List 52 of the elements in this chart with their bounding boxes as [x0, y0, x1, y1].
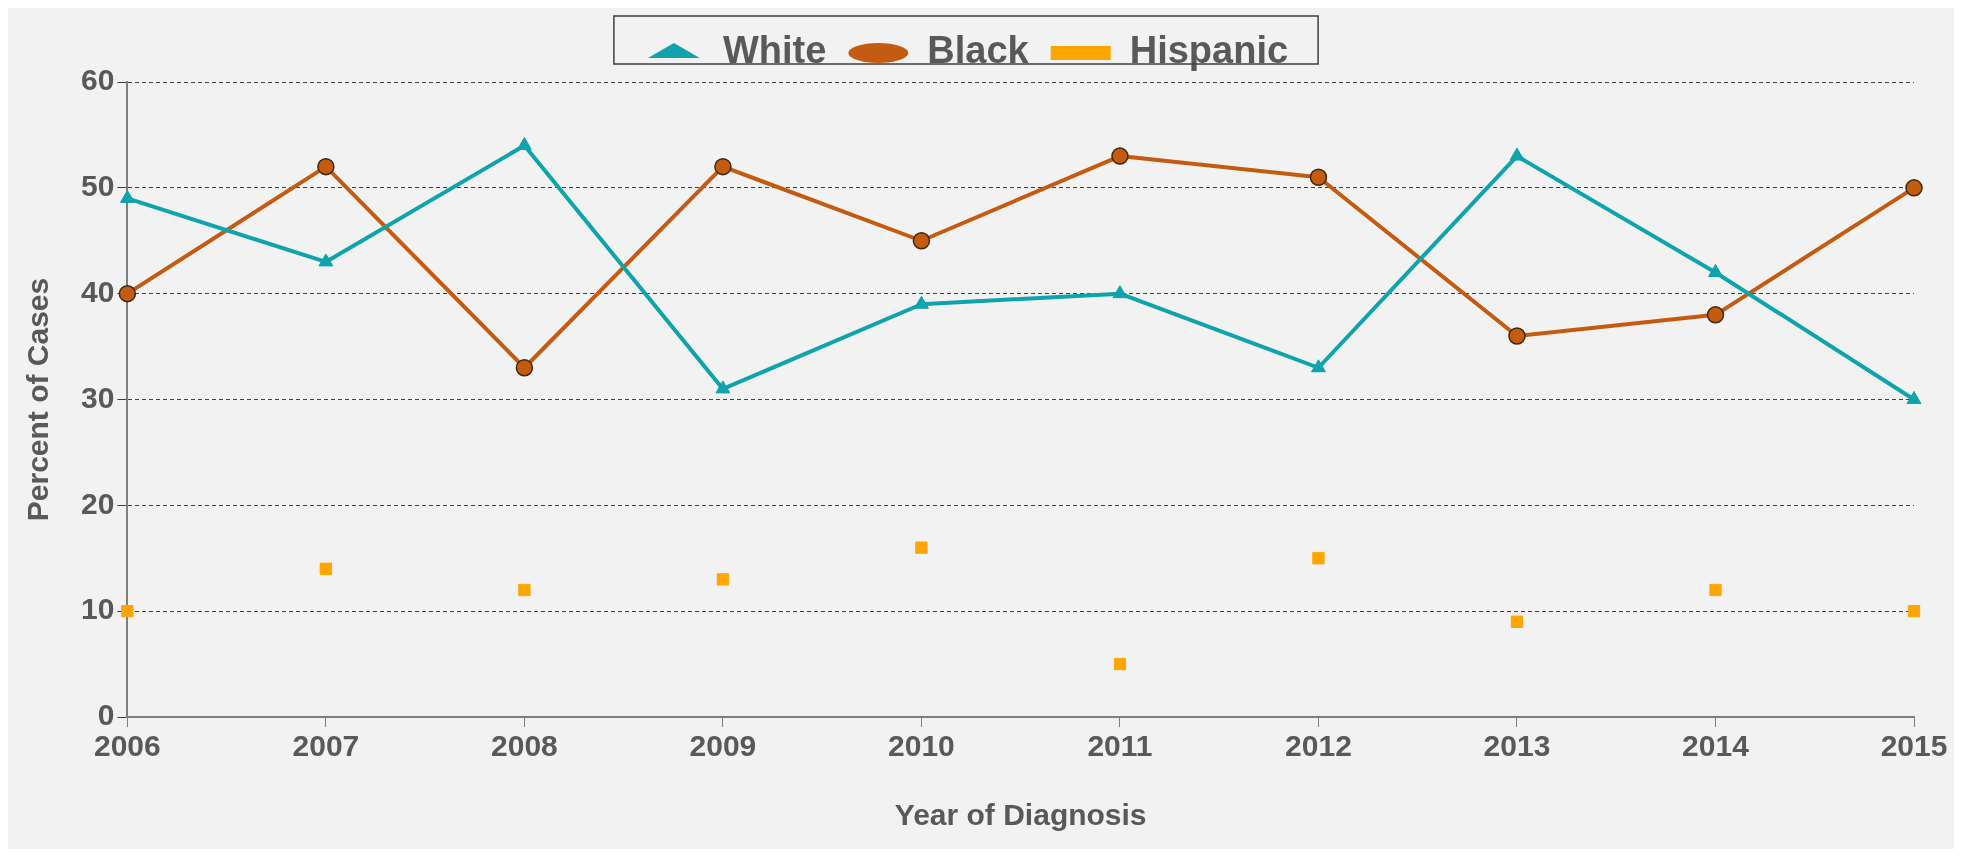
y-tick-label: 0	[97, 698, 115, 732]
x-tick-label: 2015	[1880, 729, 1948, 763]
point	[1706, 306, 1725, 324]
point	[1311, 359, 1326, 373]
x-tick-label: 2012	[1285, 729, 1352, 763]
point	[1113, 657, 1127, 671]
point	[518, 583, 531, 597]
x-tick-label: 2010	[888, 729, 955, 763]
y-tick-label: 20	[80, 486, 115, 520]
point	[1907, 605, 1921, 618]
point	[1508, 327, 1526, 345]
point	[1111, 147, 1129, 165]
legend-label: Hispanic	[1129, 29, 1289, 72]
y-axis-title: Percent of Cases	[21, 277, 55, 522]
point	[1905, 179, 1923, 197]
x-tick-label: 2007	[292, 729, 360, 763]
point	[1906, 391, 1922, 404]
x-tick-label: 2011	[1087, 729, 1153, 763]
x-tick-label: 2006	[93, 729, 161, 763]
point	[515, 359, 534, 377]
legend-label: Black	[927, 29, 1030, 72]
x-tick-label: 2014	[1682, 729, 1750, 763]
point	[915, 541, 928, 554]
point	[119, 189, 135, 203]
point	[319, 562, 333, 575]
point	[118, 284, 137, 303]
point	[1312, 552, 1325, 565]
y-tick-label: 60	[80, 63, 115, 97]
point	[1709, 583, 1722, 597]
point	[715, 380, 731, 394]
point	[1510, 615, 1524, 628]
point	[1509, 147, 1525, 161]
legend-label: White	[722, 29, 827, 72]
point	[1309, 168, 1328, 186]
x-tick-label: 2008	[491, 729, 558, 763]
point	[516, 137, 532, 150]
point	[1708, 264, 1723, 277]
point	[914, 295, 929, 309]
y-tick-label: 30	[80, 380, 115, 414]
y-tick-label: 10	[80, 592, 115, 626]
x-axis-title: Year of Diagnosis	[894, 798, 1147, 832]
point	[318, 253, 334, 267]
x-tick-label: 2009	[689, 729, 757, 763]
point	[1112, 285, 1128, 299]
y-tick-label: 40	[80, 274, 115, 308]
y-tick-label: 50	[80, 169, 115, 203]
point	[912, 232, 931, 250]
point	[317, 157, 335, 176]
point	[716, 573, 730, 586]
point	[121, 605, 134, 618]
x-tick-label: 2013	[1483, 729, 1551, 763]
point	[714, 157, 732, 176]
